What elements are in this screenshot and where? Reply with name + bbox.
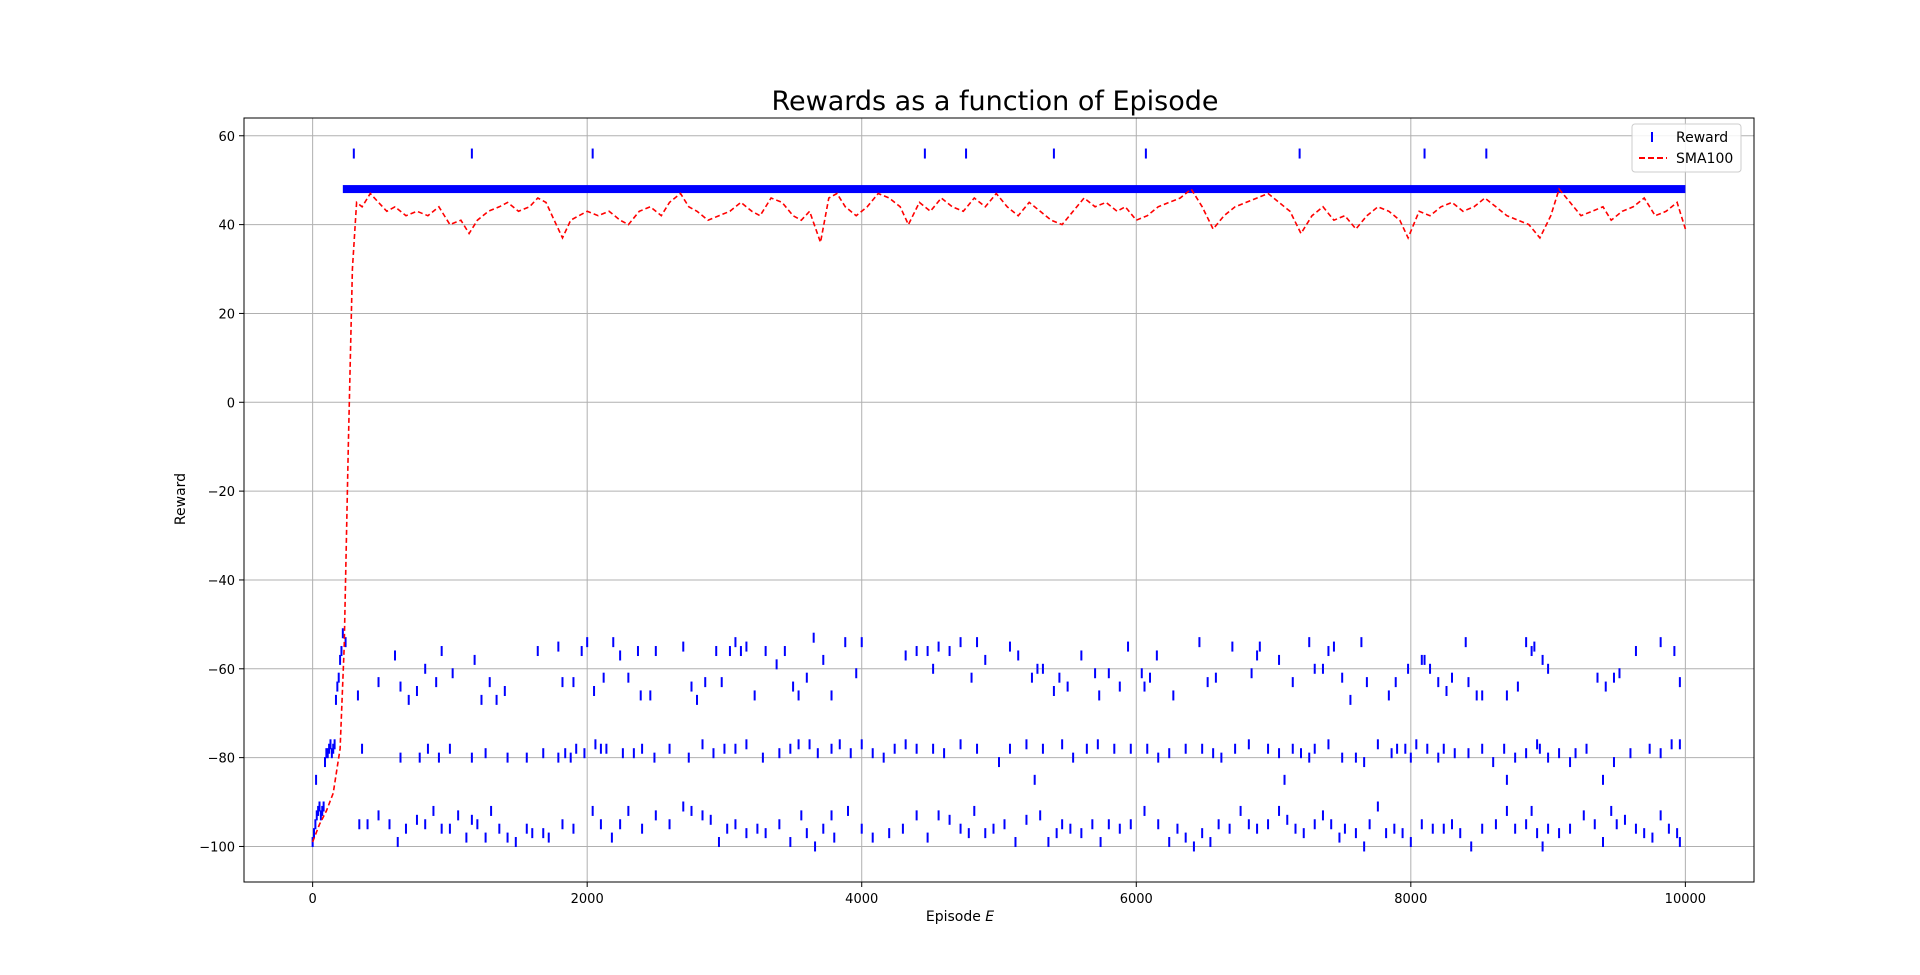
y-tick-label: 0 <box>227 396 235 411</box>
y-tick-label: 60 <box>218 130 235 145</box>
chart-title: Rewards as a function of Episode <box>771 86 1218 117</box>
y-tick-label: −20 <box>208 485 235 500</box>
axis-ticks: 0 2000 4000 6000 8000 10000 −100 −80 −60 −40 −20 0 2… <box>199 130 1706 907</box>
y-tick-label: 20 <box>218 307 235 322</box>
x-tick-label: 4000 <box>845 892 878 907</box>
plot-data <box>311 148 1687 852</box>
legend: Reward SMA100 <box>1631 123 1742 173</box>
y-tick-label: 40 <box>218 219 235 234</box>
x-tick-label: 0 <box>308 892 316 907</box>
y-tick-label: −40 <box>208 574 235 589</box>
x-tick-label: 8000 <box>1394 892 1427 907</box>
x-tick-label: 6000 <box>1120 892 1153 907</box>
sma100-line <box>311 187 1687 843</box>
legend-box <box>1631 123 1742 173</box>
x-axis-label: Episode E <box>926 909 994 925</box>
grid-lines <box>244 118 1754 882</box>
legend-reward-label: Reward <box>1676 130 1728 146</box>
x-axis-label-variable: E <box>985 909 994 925</box>
x-axis-label-text: Episode <box>926 909 981 925</box>
legend-sma-label: SMA100 <box>1676 151 1733 167</box>
y-tick-label: −100 <box>199 840 235 855</box>
x-tick-label: 10000 <box>1665 892 1706 907</box>
reward-band <box>342 185 1686 194</box>
x-tick-label: 2000 <box>571 892 604 907</box>
y-axis-label: Reward <box>173 473 189 525</box>
y-tick-label: −60 <box>208 663 235 678</box>
y-tick-label: −80 <box>208 752 235 767</box>
plot-frame <box>243 117 1755 883</box>
